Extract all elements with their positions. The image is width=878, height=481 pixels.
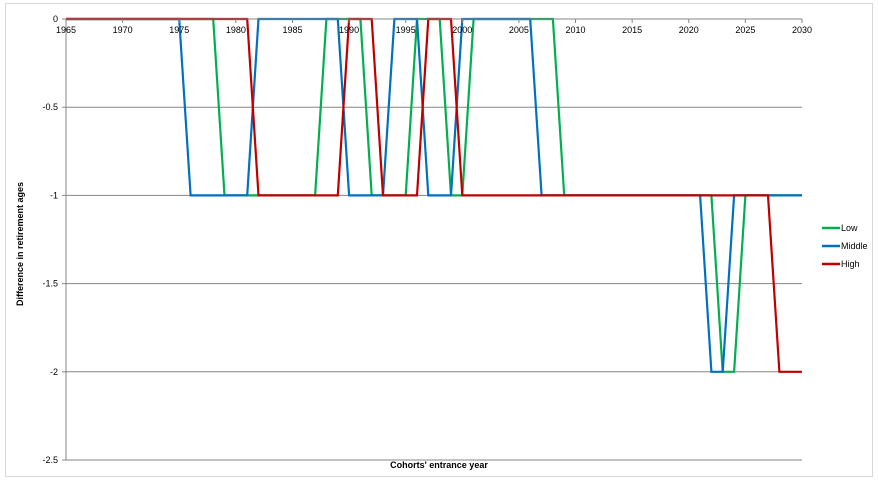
x-tick-label: 1985 (282, 25, 302, 35)
legend-label-middle: Middle (841, 241, 868, 251)
y-axis-title: Difference in retirement ages (15, 182, 25, 306)
y-tick-label: -1.5 (42, 279, 58, 289)
tick-labels: 0 -0.5 -1 -1.5 -2 -2.5 1965 1970 1975 1980 1985 199… (42, 14, 812, 465)
gridlines (66, 106, 802, 461)
y-tick-label: -0.5 (42, 102, 58, 112)
y-tick-label: 0 (53, 14, 58, 24)
x-tick-label: 1975 (169, 25, 189, 35)
y-tick-label: -2.5 (42, 455, 58, 465)
x-tick-label: 1995 (396, 25, 416, 35)
x-tick-label: 2030 (792, 25, 812, 35)
x-axis-title: Cohorts' entrance year (390, 460, 488, 470)
legend: Low Middle High (822, 223, 868, 269)
x-tick-label: 1965 (56, 25, 76, 35)
series-line-low (66, 17, 802, 373)
axes (62, 18, 803, 461)
line-chart: 0 -0.5 -1 -1.5 -2 -2.5 1965 1970 1975 1980 1985 199… (15, 14, 868, 470)
x-tick-label: 2020 (679, 25, 699, 35)
x-tick-label: 2025 (735, 25, 755, 35)
x-tick-label: 2015 (622, 25, 642, 35)
x-tick-label: 2005 (509, 25, 529, 35)
y-tick-label: -1 (50, 190, 58, 200)
series-line-high (66, 17, 802, 373)
legend-label-high: High (841, 259, 860, 269)
x-tick-label: 2010 (566, 25, 586, 35)
x-tick-label: 1990 (339, 25, 359, 35)
x-tick-label: 2000 (452, 25, 472, 35)
x-tick-label: 1970 (113, 25, 133, 35)
chart-frame: 0 -0.5 -1 -1.5 -2 -2.5 1965 1970 1975 1980 1985 199… (5, 3, 873, 477)
x-tick-label: 1980 (226, 25, 246, 35)
series-lines (66, 17, 802, 373)
legend-label-low: Low (841, 223, 858, 233)
y-tick-label: -2 (50, 367, 58, 377)
